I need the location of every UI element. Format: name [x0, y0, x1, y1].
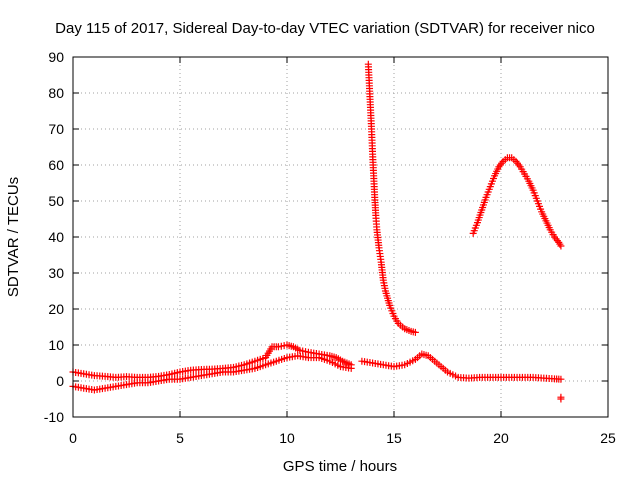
chart-title: Day 115 of 2017, Sidereal Day-to-day VTE…: [55, 20, 595, 37]
data-series: [469, 154, 565, 250]
data-point: [347, 364, 355, 372]
data-point: [557, 395, 565, 403]
data-series: [69, 341, 355, 381]
y-tick-label: 80: [48, 85, 64, 101]
y-tick-label: 20: [48, 301, 64, 317]
y-tick-label: 60: [48, 157, 64, 173]
x-tick-label: 10: [279, 430, 295, 446]
data-series: [69, 352, 355, 394]
y-tick-label: 40: [48, 229, 64, 245]
data-series: [358, 350, 565, 383]
data-points: [69, 60, 565, 403]
y-tick-label: 90: [48, 49, 64, 65]
x-tick-label: 5: [176, 430, 184, 446]
y-axis-title: SDTVAR / TECUs: [5, 177, 22, 297]
x-tick-label: 25: [600, 430, 616, 446]
x-tick-label: 20: [493, 430, 509, 446]
y-tick-label: 70: [48, 121, 64, 137]
axis-ticks: 0 5 10 15 20 25 -10 0 10 20 30 40 50 60 70 80 90: [44, 49, 616, 446]
y-tick-label: 30: [48, 265, 64, 281]
y-tick-label: 10: [48, 337, 64, 353]
data-series: [557, 393, 565, 403]
x-tick-label: 15: [386, 430, 402, 446]
y-tick-label: -10: [44, 409, 64, 425]
x-tick-label: 0: [69, 430, 77, 446]
x-axis-title: GPS time / hours: [283, 458, 397, 475]
y-tick-label: 50: [48, 193, 64, 209]
data-point: [557, 242, 565, 250]
data-point: [557, 375, 565, 383]
data-point: [411, 328, 419, 336]
data-series: [364, 60, 419, 336]
y-tick-label: 0: [56, 373, 64, 389]
